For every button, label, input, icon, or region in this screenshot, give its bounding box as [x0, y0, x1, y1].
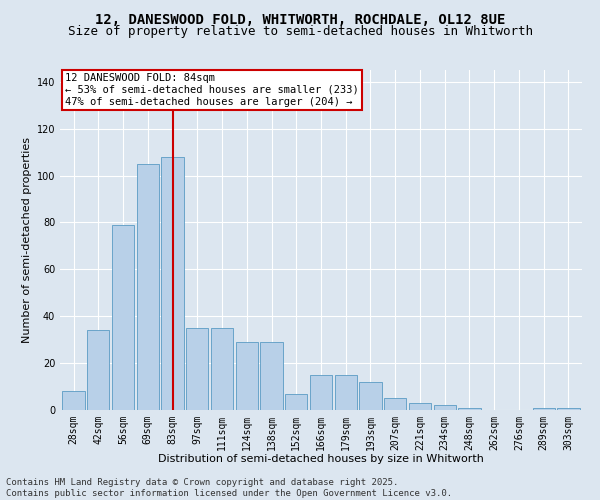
Text: Size of property relative to semi-detached houses in Whitworth: Size of property relative to semi-detach…: [67, 25, 533, 38]
Bar: [260, 342, 283, 410]
Text: 12 DANESWOOD FOLD: 84sqm
← 53% of semi-detached houses are smaller (233)
47% of : 12 DANESWOOD FOLD: 84sqm ← 53% of semi-d…: [65, 74, 359, 106]
Bar: [161, 157, 184, 410]
Bar: [211, 328, 233, 410]
Bar: [186, 328, 208, 410]
Bar: [409, 403, 431, 410]
Bar: [384, 398, 406, 410]
Bar: [533, 408, 555, 410]
Bar: [335, 375, 357, 410]
Y-axis label: Number of semi-detached properties: Number of semi-detached properties: [22, 137, 32, 343]
Bar: [112, 225, 134, 410]
Bar: [236, 342, 258, 410]
Bar: [557, 408, 580, 410]
Text: 12, DANESWOOD FOLD, WHITWORTH, ROCHDALE, OL12 8UE: 12, DANESWOOD FOLD, WHITWORTH, ROCHDALE,…: [95, 12, 505, 26]
Bar: [458, 408, 481, 410]
Bar: [285, 394, 307, 410]
Bar: [310, 375, 332, 410]
Bar: [359, 382, 382, 410]
X-axis label: Distribution of semi-detached houses by size in Whitworth: Distribution of semi-detached houses by …: [158, 454, 484, 464]
Bar: [434, 406, 456, 410]
Bar: [87, 330, 109, 410]
Bar: [137, 164, 159, 410]
Bar: [62, 391, 85, 410]
Text: Contains HM Land Registry data © Crown copyright and database right 2025.
Contai: Contains HM Land Registry data © Crown c…: [6, 478, 452, 498]
